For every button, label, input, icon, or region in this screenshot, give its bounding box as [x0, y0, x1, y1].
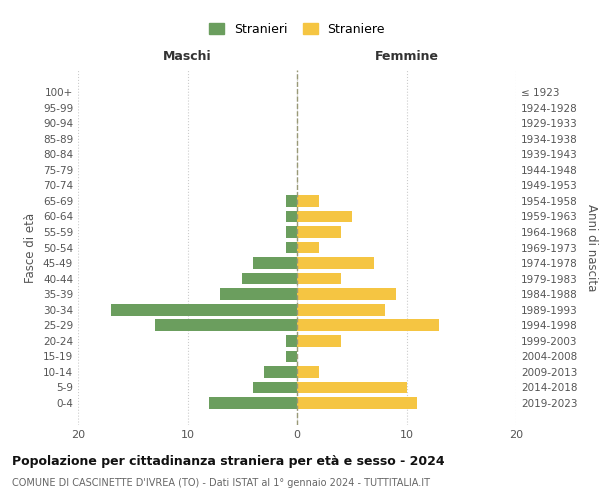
Bar [155, 320, 297, 331]
Bar [111, 304, 297, 316]
Bar [297, 257, 374, 269]
Bar [297, 366, 319, 378]
Bar [297, 273, 341, 284]
Bar [286, 226, 297, 238]
Bar [286, 210, 297, 222]
Text: COMUNE DI CASCINETTE D'IVREA (TO) - Dati ISTAT al 1° gennaio 2024 - TUTTITALIA.I: COMUNE DI CASCINETTE D'IVREA (TO) - Dati… [12, 478, 430, 488]
Y-axis label: Anni di nascita: Anni di nascita [584, 204, 598, 291]
Legend: Stranieri, Straniere: Stranieri, Straniere [209, 23, 385, 36]
Bar [286, 195, 297, 206]
Text: Popolazione per cittadinanza straniera per età e sesso - 2024: Popolazione per cittadinanza straniera p… [12, 455, 445, 468]
Text: Femmine: Femmine [374, 50, 439, 63]
Bar [286, 350, 297, 362]
Y-axis label: Fasce di età: Fasce di età [25, 212, 37, 282]
Bar [286, 335, 297, 346]
Bar [297, 210, 352, 222]
Bar [264, 366, 297, 378]
Bar [297, 288, 395, 300]
Bar [297, 304, 385, 316]
Bar [286, 242, 297, 254]
Bar [242, 273, 297, 284]
Bar [297, 320, 439, 331]
Bar [297, 397, 418, 409]
Text: Maschi: Maschi [163, 50, 212, 63]
Bar [297, 226, 341, 238]
Bar [220, 288, 297, 300]
Bar [297, 195, 319, 206]
Bar [297, 382, 407, 394]
Bar [253, 382, 297, 394]
Bar [297, 335, 341, 346]
Bar [209, 397, 297, 409]
Bar [253, 257, 297, 269]
Bar [297, 242, 319, 254]
